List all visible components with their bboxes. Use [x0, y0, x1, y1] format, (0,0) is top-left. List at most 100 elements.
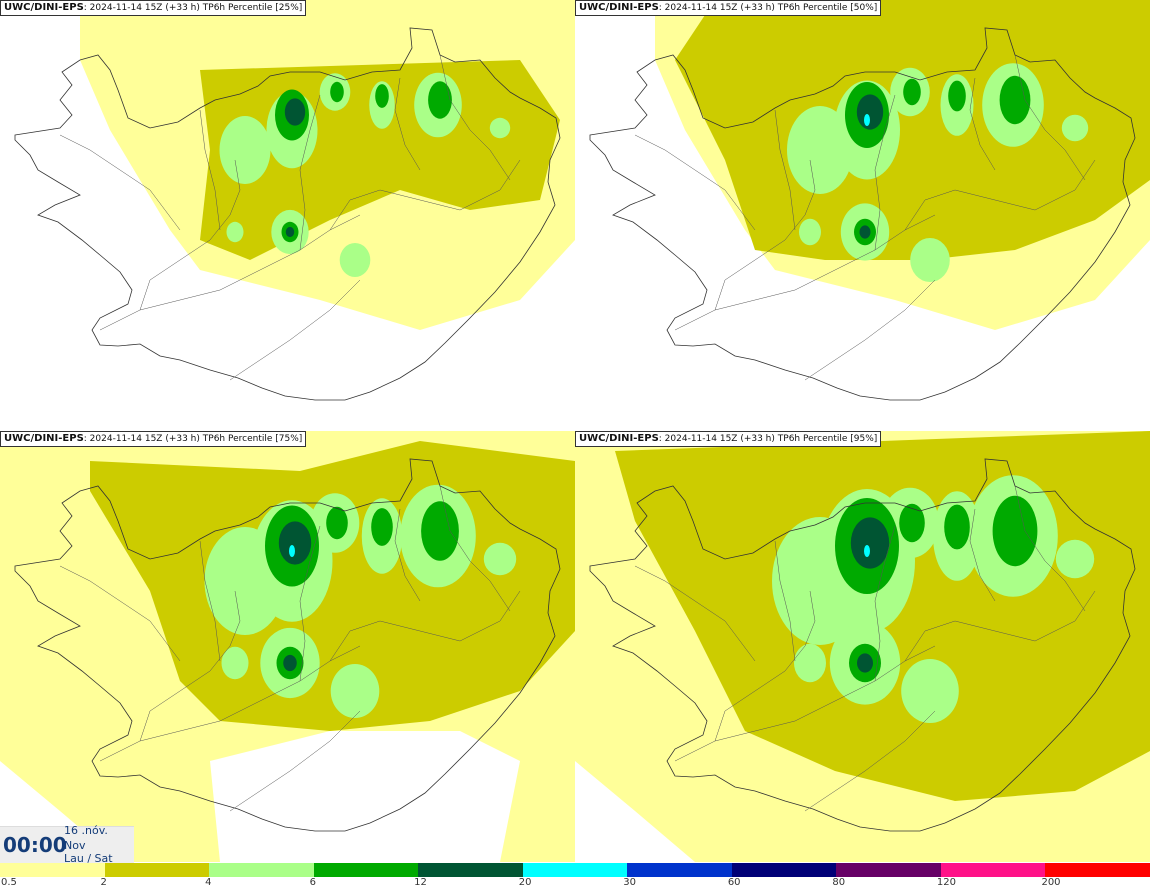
legend-tick-label: 20 — [518, 877, 532, 888]
precip-blob-light-green — [226, 221, 244, 243]
legend-tick-label: 2 — [100, 877, 107, 888]
precip-blob-green — [899, 503, 925, 543]
precip-map-p75 — [0, 431, 575, 862]
valid-date-line1: 16 .nóv. — [64, 824, 108, 837]
road-line — [199, 540, 221, 662]
precip-blob-light-green — [330, 664, 380, 718]
precip-blob-light-green — [339, 243, 371, 277]
precip-map-p95 — [575, 431, 1150, 862]
precip-blob-green — [326, 506, 348, 540]
road-line — [329, 159, 521, 231]
road-line — [969, 508, 996, 602]
precip-blob-light-green — [204, 527, 286, 635]
legend-tick-label: 12 — [414, 877, 427, 888]
precip-blob-cyan — [289, 545, 295, 557]
precip-blob-dark-green — [283, 654, 297, 672]
precip-blob-green — [944, 504, 970, 550]
panel-title: UWC/DINI-EPS: 2024-11-14 15Z (+33 h) TP6… — [575, 431, 882, 447]
coastline — [14, 458, 561, 832]
precip-blob-dark-green — [857, 653, 873, 673]
road-line — [904, 590, 1096, 662]
precip-blob-green — [375, 84, 389, 108]
valid-time-box: 00:00 16 .nóv. Nov Lau / Sat — [0, 824, 134, 865]
precip-blob-green — [330, 81, 344, 103]
road-line — [904, 159, 1096, 231]
legend-swatch — [522, 863, 628, 877]
legend-swatch — [313, 863, 419, 877]
precip-blob-light-green — [787, 106, 853, 194]
legend-swatch — [104, 863, 210, 877]
road-line — [804, 279, 936, 381]
legend-swatch — [1045, 863, 1150, 877]
precip-blob-light-green — [221, 646, 249, 680]
coastline — [14, 27, 561, 401]
no-precip-area — [575, 761, 695, 862]
model-name: UWC/DINI-EPS — [579, 433, 659, 444]
road-line — [1014, 485, 1086, 612]
run-info: 2024-11-14 15Z (+33 h) — [664, 3, 775, 13]
precip-blob-dark-green — [284, 98, 306, 126]
precip-blob-light-green — [1061, 114, 1089, 142]
road-line — [634, 565, 756, 662]
panel-title: UWC/DINI-EPS: 2024-11-14 15Z (+33 h) TP6… — [0, 431, 307, 447]
legend-swatch — [209, 863, 314, 877]
run-info: 2024-11-14 15Z (+33 h) — [89, 434, 200, 444]
precip-map-p25 — [0, 0, 575, 431]
legend-tick-label: 30 — [623, 877, 636, 888]
precip-blob-dark-green — [278, 521, 312, 565]
road-line — [329, 590, 521, 662]
field-name: TP6h Percentile [95%] — [777, 434, 878, 444]
valid-date-line2: Nov — [64, 839, 86, 852]
legend-tick-label: 60 — [727, 877, 741, 888]
precip-blob-green — [948, 80, 966, 112]
panel-title: UWC/DINI-EPS: 2024-11-14 15Z (+33 h) TP6… — [0, 0, 307, 16]
precip-blob-light-green — [219, 116, 271, 184]
precip-blob-light-green — [489, 117, 511, 139]
road-line — [99, 214, 361, 331]
road-line — [59, 565, 181, 662]
precip-blob-dark-green — [859, 225, 871, 239]
precip-blob-cyan — [864, 545, 870, 557]
field-name: TP6h Percentile [75%] — [202, 434, 303, 444]
legend-swatch — [940, 863, 1046, 877]
no-precip-area — [210, 731, 520, 862]
road-line — [674, 214, 936, 331]
road-line — [969, 77, 996, 171]
field-name: TP6h Percentile [25%] — [202, 3, 303, 13]
color-legend: 0.5 2 4 6 12 20 30 60 80 120 200 — [0, 862, 1150, 891]
legend-swatch — [836, 863, 941, 877]
road-line — [229, 710, 361, 812]
precip-blob-light-green — [901, 659, 959, 723]
precip-blob-green — [428, 81, 452, 119]
map-panel-p50: UWC/DINI-EPS: 2024-11-14 15Z (+33 h) TP6… — [575, 0, 1150, 431]
road-line — [299, 525, 321, 682]
road-line — [714, 590, 816, 742]
field-name: TP6h Percentile [50%] — [777, 3, 878, 13]
precip-blob-light-green — [794, 643, 826, 683]
panel-title: UWC/DINI-EPS: 2024-11-14 15Z (+33 h) TP6… — [575, 0, 882, 16]
road-line — [774, 540, 796, 662]
model-name: UWC/DINI-EPS — [4, 2, 84, 13]
legend-swatch — [731, 863, 837, 877]
coastline — [589, 458, 1136, 832]
precip-blob-light-green — [1055, 539, 1095, 579]
road-line — [139, 159, 241, 311]
legend-tick-label: 6 — [309, 877, 316, 888]
precip-blob-green — [421, 501, 459, 561]
legend-swatch — [0, 863, 105, 877]
road-line — [634, 134, 756, 231]
road-line — [874, 94, 896, 251]
legend-tick-label: 120 — [936, 877, 956, 888]
road-line — [874, 525, 896, 682]
road-line — [59, 134, 181, 231]
road-line — [774, 109, 796, 231]
road-line — [99, 645, 361, 762]
road-line — [674, 645, 936, 762]
legend-swatch — [418, 863, 523, 877]
road-line — [139, 590, 241, 742]
precip-blob-cyan — [864, 114, 870, 126]
model-name: UWC/DINI-EPS — [4, 433, 84, 444]
road-line — [714, 159, 816, 311]
precip-blob-light-green — [483, 542, 517, 576]
legend-swatch — [627, 863, 732, 877]
